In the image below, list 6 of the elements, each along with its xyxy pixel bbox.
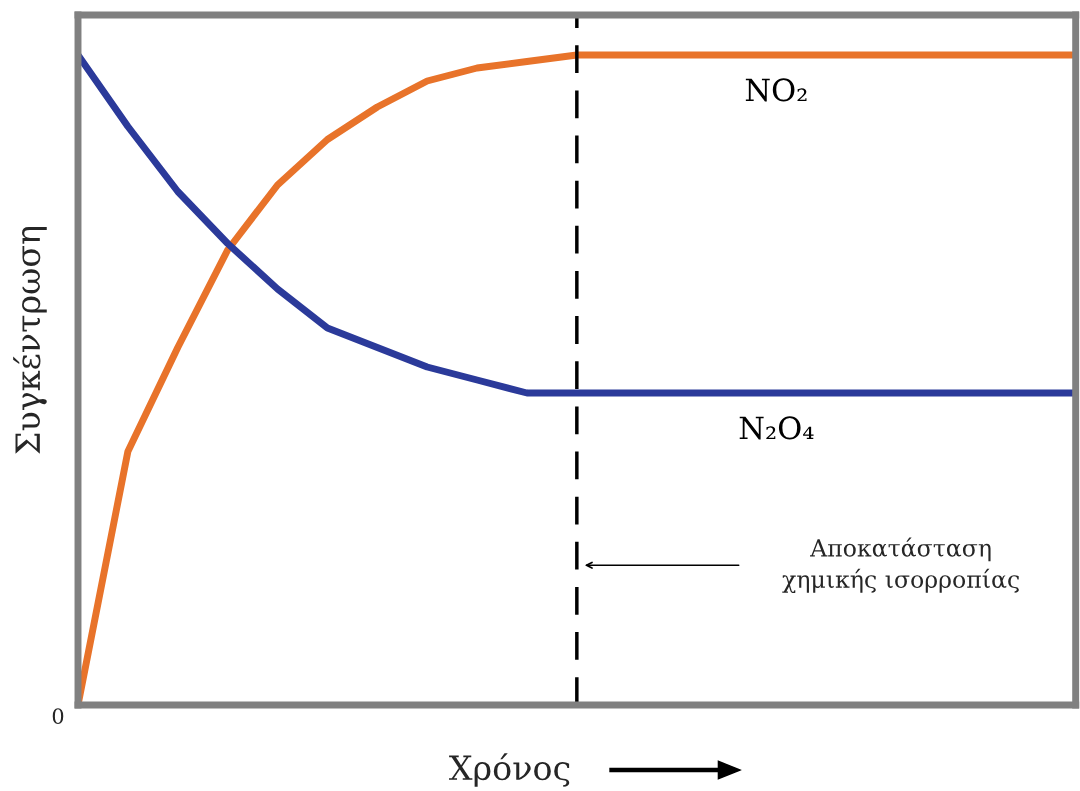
annotation: Αποκατάσταση χημικής ισορροπίας <box>782 537 1019 593</box>
x-axis-title: Χρόνος <box>449 753 570 787</box>
y-axis-title: Συγκέντρωση <box>13 227 47 454</box>
series-label: NO₂ <box>745 78 807 102</box>
series-label: N₂O₄ <box>739 416 814 440</box>
text: 0 <box>52 708 64 725</box>
